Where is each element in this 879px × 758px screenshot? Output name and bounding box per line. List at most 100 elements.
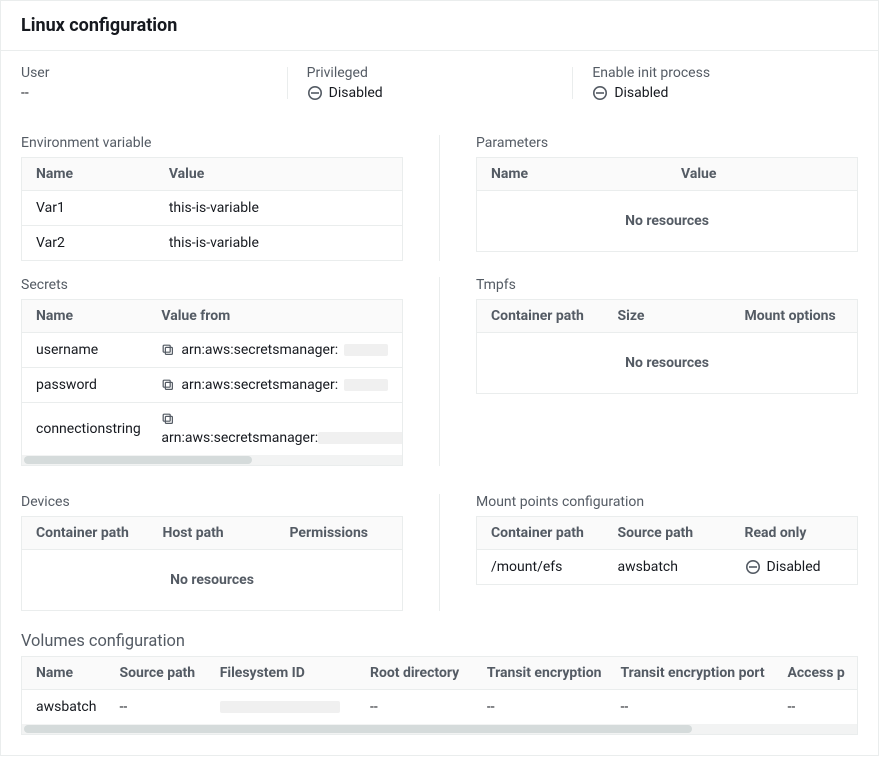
page-title: Linux configuration: [21, 15, 858, 36]
tmpfs-title: Tmpfs: [476, 277, 858, 293]
vol-col-fs[interactable]: Filesystem ID: [206, 657, 356, 690]
copy-icon[interactable]: [161, 378, 175, 392]
disabled-icon: [745, 559, 761, 575]
secret-name: password: [22, 368, 147, 403]
tmpfs-col-opts[interactable]: Mount options: [731, 300, 858, 333]
secrets-section: Secrets Name Value from username: [21, 277, 403, 466]
vol-col-name[interactable]: Name: [22, 657, 106, 690]
scrollbar-thumb[interactable]: [24, 456, 252, 464]
vol-transit: --: [473, 690, 607, 725]
devices-title: Devices: [21, 494, 403, 510]
table-row: Var2 this-is-variable: [22, 226, 403, 261]
env-name: Var2: [22, 226, 155, 261]
vol-root: --: [356, 690, 473, 725]
empty-state: No resources: [477, 191, 858, 252]
devices-col-host[interactable]: Host path: [149, 517, 276, 550]
masked-text: [220, 701, 340, 713]
env-title: Environment variable: [21, 135, 403, 151]
table-row: No resources: [22, 550, 403, 611]
vol-access: --: [773, 690, 857, 725]
env-value: this-is-variable: [155, 191, 403, 226]
mount-path: /mount/efs: [477, 550, 604, 585]
vol-port: --: [606, 690, 773, 725]
mount-ro: Disabled: [731, 550, 858, 585]
init-label: Enable init process: [592, 65, 858, 81]
tmpfs-col-path[interactable]: Container path: [477, 300, 604, 333]
vol-col-transit[interactable]: Transit encryption: [473, 657, 607, 690]
masked-text: [344, 344, 388, 356]
copy-icon[interactable]: [161, 343, 175, 357]
copy-icon[interactable]: [161, 412, 175, 426]
disabled-icon: [592, 85, 608, 101]
secrets-table: Name Value from username arn:a: [22, 300, 402, 455]
params-table: Name Value No resources: [476, 157, 858, 252]
privileged-label: Privileged: [307, 65, 573, 81]
vol-fs: [206, 690, 356, 725]
panel-header: Linux configuration: [1, 1, 878, 51]
table-row: No resources: [477, 191, 858, 252]
empty-state: No resources: [22, 550, 403, 611]
mounts-col-path[interactable]: Container path: [477, 517, 604, 550]
tmpfs-table: Container path Size Mount options No res…: [476, 299, 858, 394]
secret-value: arn:aws:secretsmanager:: [147, 333, 402, 368]
user-value: --: [21, 85, 29, 101]
mount-src: awsbatch: [604, 550, 731, 585]
env-name: Var1: [22, 191, 155, 226]
params-col-value[interactable]: Value: [667, 158, 858, 191]
init-process-field: Enable init process Disabled: [572, 65, 858, 101]
masked-text: [344, 379, 388, 391]
env-col-value[interactable]: Value: [155, 158, 403, 191]
privileged-value: Disabled: [329, 85, 383, 101]
volumes-table: Name Source path Filesystem ID Root dire…: [22, 657, 857, 724]
vol-col-src[interactable]: Source path: [106, 657, 206, 690]
mounts-table: Container path Source path Read only /mo…: [476, 516, 858, 585]
privileged-field: Privileged Disabled: [287, 65, 573, 101]
secrets-title: Secrets: [21, 277, 403, 293]
linux-configuration-panel: Linux configuration User -- Privileged D…: [0, 0, 879, 756]
mounts-title: Mount points configuration: [476, 494, 858, 510]
table-row: /mount/efs awsbatch Disabled: [477, 550, 858, 585]
user-label: User: [21, 65, 287, 81]
secrets-scrollbar[interactable]: [22, 455, 402, 465]
table-row: username arn:aws:secretsmanager:: [22, 333, 402, 368]
table-row: connectionstring arn:aws:secretsmanager:: [22, 403, 402, 456]
params-col-name[interactable]: Name: [477, 158, 668, 191]
env-table: Name Value Var1 this-is-variable Var2 th…: [21, 157, 403, 261]
vol-col-port[interactable]: Transit encryption port: [606, 657, 773, 690]
table-row: Var1 this-is-variable: [22, 191, 403, 226]
vol-col-access[interactable]: Access p: [773, 657, 857, 690]
table-row: password arn:aws:secretsmanager:: [22, 368, 402, 403]
env-var-section: Environment variable Name Value Var1 thi…: [21, 135, 403, 261]
vol-src: --: [106, 690, 206, 725]
tmpfs-col-size[interactable]: Size: [604, 300, 731, 333]
params-title: Parameters: [476, 135, 858, 151]
user-field: User --: [21, 65, 287, 101]
devices-section: Devices Container path Host path Permiss…: [21, 494, 403, 611]
mount-points-section: Mount points configuration Container pat…: [476, 494, 858, 611]
mounts-col-ro[interactable]: Read only: [731, 517, 858, 550]
secret-name: connectionstring: [22, 403, 147, 456]
vol-name: awsbatch: [22, 690, 106, 725]
devices-col-path[interactable]: Container path: [22, 517, 149, 550]
scrollbar-thumb[interactable]: [24, 725, 692, 733]
table-row: No resources: [477, 333, 858, 394]
secrets-col-name[interactable]: Name: [22, 300, 147, 333]
secret-value: arn:aws:secretsmanager:: [147, 368, 402, 403]
parameters-section: Parameters Name Value No resources: [476, 135, 858, 261]
devices-col-perm[interactable]: Permissions: [276, 517, 403, 550]
tmpfs-section: Tmpfs Container path Size Mount options …: [476, 277, 858, 466]
secret-name: username: [22, 333, 147, 368]
empty-state: No resources: [477, 333, 858, 394]
init-value: Disabled: [614, 85, 668, 101]
disabled-icon: [307, 85, 323, 101]
mounts-col-src[interactable]: Source path: [604, 517, 731, 550]
env-value: this-is-variable: [155, 226, 403, 261]
vol-col-root[interactable]: Root directory: [356, 657, 473, 690]
volumes-scrollbar[interactable]: [22, 724, 857, 734]
table-row: awsbatch -- -- -- -- --: [22, 690, 857, 725]
env-col-name[interactable]: Name: [22, 158, 155, 191]
masked-text: [318, 432, 402, 444]
secret-value: arn:aws:secretsmanager:: [147, 403, 402, 456]
volumes-section: Volumes configuration Name Source path F…: [21, 631, 858, 735]
secrets-col-value[interactable]: Value from: [147, 300, 402, 333]
